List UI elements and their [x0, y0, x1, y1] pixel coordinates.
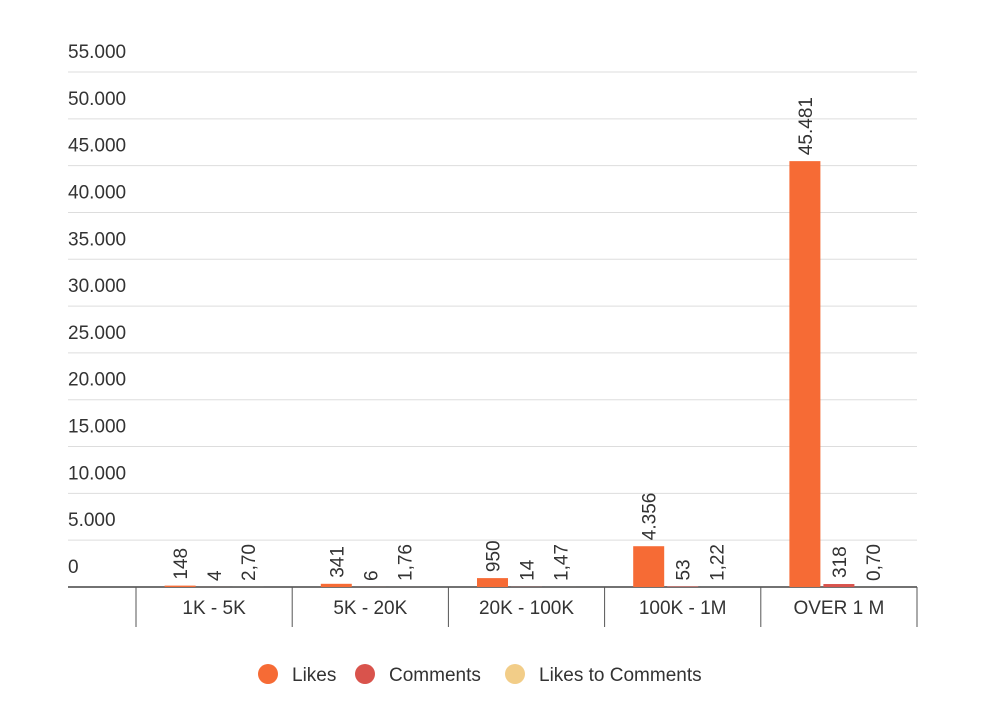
bar — [789, 161, 821, 588]
x-tick-label: 20K - 100K — [479, 598, 574, 619]
y-tick-label: 55.000 — [68, 42, 126, 63]
value-label: 148 — [171, 548, 192, 580]
value-label: 1,76 — [395, 544, 416, 581]
value-label: 4 — [205, 570, 226, 581]
bar — [633, 546, 665, 587]
y-tick-label: 10.000 — [68, 463, 126, 484]
bar — [320, 583, 352, 587]
y-tick-label: 35.000 — [68, 229, 126, 250]
value-label: 14 — [518, 559, 539, 581]
legend-label: Comments — [389, 665, 481, 686]
bar — [823, 584, 855, 587]
legend-label: Likes to Comments — [539, 665, 702, 686]
y-tick-label: 5.000 — [68, 510, 116, 531]
bar — [477, 578, 508, 587]
value-label: 1,22 — [708, 544, 729, 581]
y-tick-label: 45.000 — [68, 136, 126, 157]
y-tick-label: 25.000 — [68, 323, 126, 344]
y-tick-label: 15.000 — [68, 417, 126, 438]
value-label: 341 — [327, 546, 348, 578]
value-label: 950 — [484, 540, 505, 572]
value-label: 318 — [830, 546, 851, 578]
y-tick-label: 20.000 — [68, 370, 126, 391]
y-tick-label: 50.000 — [68, 89, 126, 110]
legend-marker — [355, 664, 375, 684]
value-label: 1,47 — [552, 544, 573, 581]
value-label: 0,70 — [864, 544, 885, 581]
x-tick-label: OVER 1 M — [793, 598, 884, 619]
value-label: 45.481 — [796, 97, 817, 155]
value-label: 6 — [361, 570, 382, 581]
y-tick-label: 30.000 — [68, 276, 126, 297]
y-tick-label: 40.000 — [68, 182, 126, 203]
legend-marker — [258, 664, 278, 684]
x-tick-label: 100K - 1M — [639, 598, 727, 619]
value-label: 2,70 — [239, 544, 260, 581]
legend-label: Likes — [292, 665, 336, 686]
x-tick-label: 1K - 5K — [182, 598, 246, 619]
legend-marker — [505, 664, 525, 684]
bar — [164, 585, 196, 587]
value-label: 4.356 — [640, 493, 661, 541]
x-tick-label: 5K - 20K — [333, 598, 407, 619]
y-tick-label: 0 — [68, 557, 79, 578]
value-label: 53 — [674, 559, 695, 580]
